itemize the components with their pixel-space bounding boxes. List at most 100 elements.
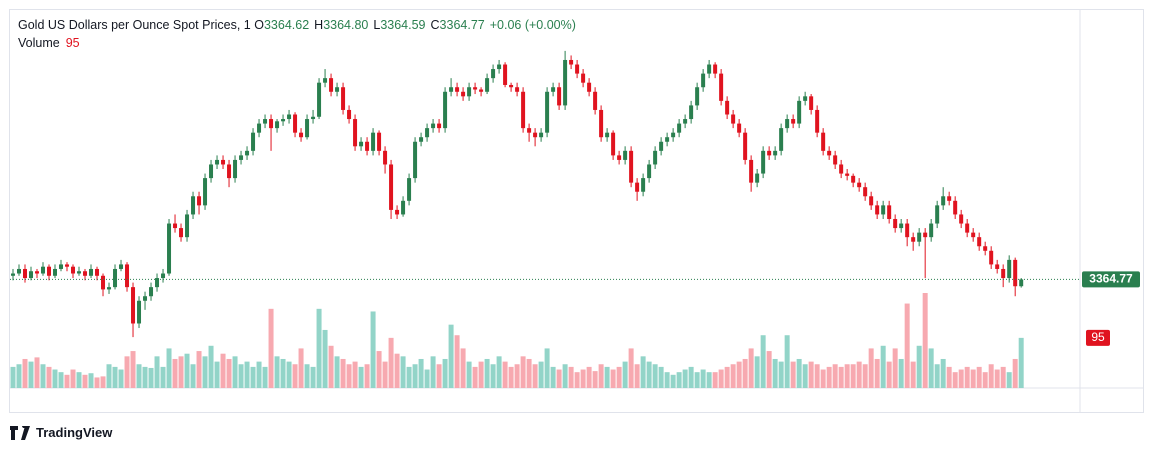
candle-body	[605, 132, 610, 138]
volume-bar	[562, 364, 568, 388]
volume-bar	[286, 361, 292, 388]
volume-bar	[412, 364, 418, 388]
volume-bar	[706, 372, 712, 388]
candle-body	[749, 159, 754, 183]
candle-body	[35, 271, 40, 274]
volume-bar	[166, 348, 172, 388]
candle-body	[161, 273, 166, 279]
volume-bar	[436, 364, 442, 388]
volume-bar	[754, 356, 760, 388]
legend-value: 3364.59	[380, 18, 426, 32]
volume-bar	[742, 358, 748, 388]
candle-body	[17, 268, 22, 274]
volume-bar	[292, 364, 298, 388]
volume-bar	[124, 356, 130, 388]
volume-bar	[196, 351, 202, 388]
candle-body	[425, 128, 430, 138]
candle-body	[251, 132, 256, 151]
candle-body	[329, 78, 334, 92]
candle-body	[263, 119, 268, 124]
volume-bar	[970, 369, 976, 388]
candle-body	[971, 232, 976, 238]
candle-body	[509, 84, 514, 88]
volume-bar	[40, 364, 46, 388]
last-volume-box	[1086, 329, 1110, 346]
candle-body	[317, 82, 322, 117]
candle-body	[767, 150, 772, 156]
candle-body	[911, 237, 916, 242]
candle-body	[107, 287, 112, 290]
candle-body	[245, 150, 250, 156]
volume-bar	[892, 348, 898, 388]
volume-bar	[778, 361, 784, 388]
candle-body	[197, 196, 202, 206]
volume-bar	[634, 364, 640, 388]
candle-body	[629, 150, 634, 183]
candle-body	[563, 59, 568, 106]
volume-bar	[172, 358, 178, 388]
candle-body	[377, 132, 382, 151]
volume-bar	[346, 364, 352, 388]
volume-bar	[454, 335, 460, 388]
volume-bar	[106, 364, 112, 388]
volume-bar	[136, 364, 142, 388]
candle-body	[383, 150, 388, 165]
volume-bar	[406, 366, 412, 388]
candle-body	[839, 164, 844, 174]
candle-body	[785, 119, 790, 129]
last-price-label: 3364.77	[1089, 272, 1133, 286]
volume-bar	[796, 358, 802, 388]
volume-bar	[154, 356, 160, 388]
volume-bar	[922, 293, 928, 388]
volume-bar	[574, 372, 580, 388]
candle-body	[275, 121, 280, 129]
candle-body	[977, 237, 982, 247]
candle-body	[833, 155, 838, 165]
candle-body	[179, 228, 184, 238]
candle-body	[419, 137, 424, 142]
candle-body	[479, 89, 484, 92]
volume-bar	[640, 356, 646, 388]
candle-body	[647, 164, 652, 179]
volume-bar	[520, 356, 526, 388]
volume-bar	[790, 361, 796, 388]
volume-bar	[370, 311, 376, 388]
candle-body	[389, 164, 394, 210]
candle-body	[743, 132, 748, 160]
volume-bar	[958, 369, 964, 388]
candle-body	[917, 232, 922, 242]
candle-body	[365, 141, 370, 151]
volume-bar	[268, 308, 274, 388]
candle-body	[989, 250, 994, 265]
candle-body	[587, 82, 592, 92]
candle-body	[407, 178, 412, 201]
volume-bar	[334, 356, 340, 388]
volume-bar	[604, 366, 610, 388]
candle-body	[923, 232, 928, 238]
candle-body	[335, 87, 340, 92]
volume-bar	[766, 351, 772, 388]
candle-body	[533, 132, 538, 138]
volume-bar	[736, 361, 742, 388]
candle-body	[869, 196, 874, 206]
change: +0.06 (+0.00%)	[489, 18, 576, 32]
volume-bar	[1000, 366, 1006, 388]
candle-body	[935, 205, 940, 224]
candle-body	[755, 173, 760, 183]
candle-body	[557, 87, 562, 106]
candle-body	[227, 164, 232, 179]
volume-bar	[358, 366, 364, 388]
volume-bar	[544, 348, 550, 388]
candle-body	[467, 87, 472, 97]
candle-body	[947, 196, 952, 201]
candle-body	[1001, 268, 1006, 279]
candle-body	[821, 132, 826, 151]
candle-body	[539, 132, 544, 138]
candle-body	[497, 64, 502, 70]
volume-bar	[70, 369, 76, 388]
candle-body	[845, 173, 850, 176]
volume-bar	[364, 364, 370, 388]
volume-bar	[826, 366, 832, 388]
candle-body	[983, 246, 988, 251]
candle-body	[671, 132, 676, 138]
